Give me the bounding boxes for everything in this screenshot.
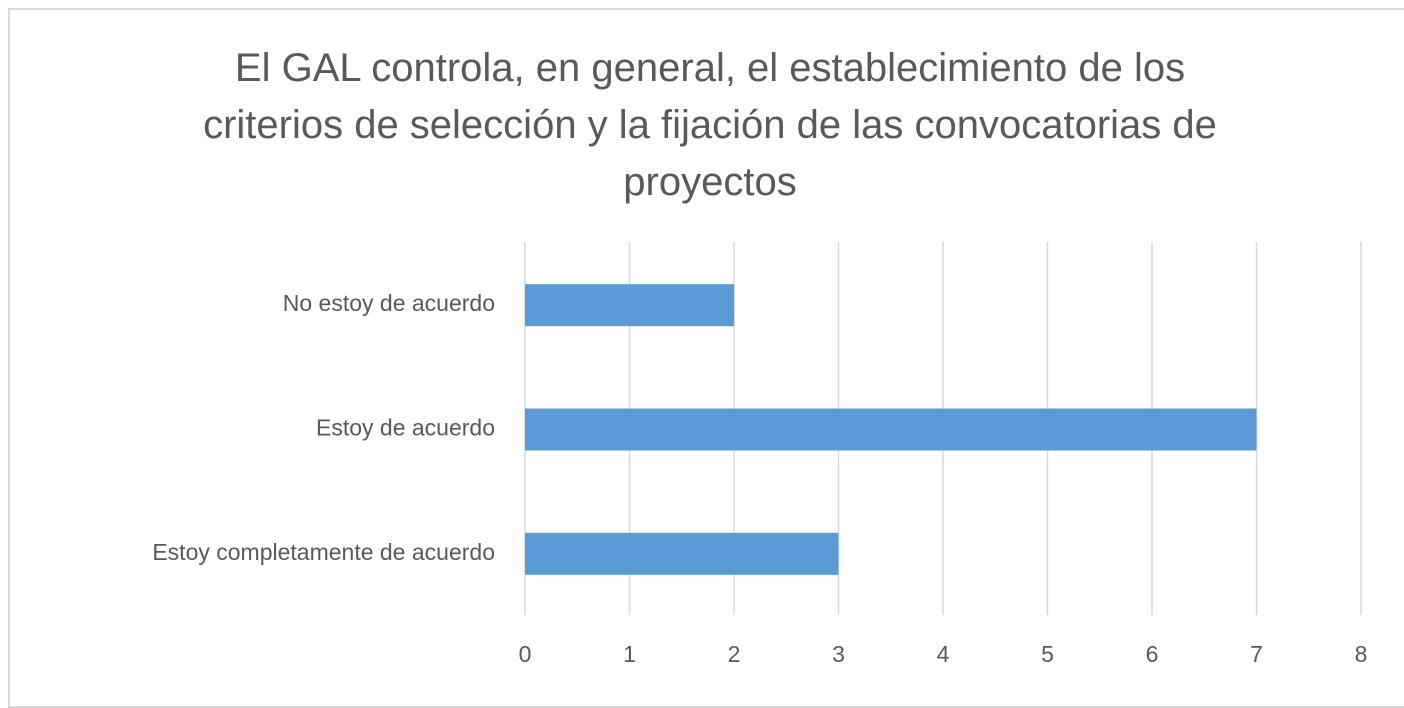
x-tick-label: 8: [1355, 641, 1368, 667]
bar: [525, 408, 1257, 451]
page: {"chart_data": {"type": "bar", "orientat…: [8, 8, 1404, 708]
x-tick-label: 1: [623, 641, 636, 667]
y-tick-label: Estoy completamente de acuerdo: [152, 539, 495, 565]
x-tick-label: 4: [937, 641, 950, 667]
y-tick-label: Estoy de acuerdo: [316, 415, 495, 441]
x-tick-label: 3: [832, 641, 845, 667]
chart-title: El GAL controla, en general, el establec…: [203, 46, 1217, 204]
chart: 0 1 2 3 4 5 6 7 8 No estoy de acuerdo Estoy de acu…: [152, 242, 1368, 667]
y-tick-label: No estoy de acuerdo: [283, 290, 495, 316]
x-tick-label: 5: [1041, 641, 1054, 667]
x-tick-label: 6: [1146, 641, 1159, 667]
bar: [525, 532, 839, 575]
x-tick-label: 2: [728, 641, 741, 667]
x-tick-label: 7: [1250, 641, 1263, 667]
bar: [525, 284, 734, 327]
x-tick-label: 0: [519, 641, 532, 667]
